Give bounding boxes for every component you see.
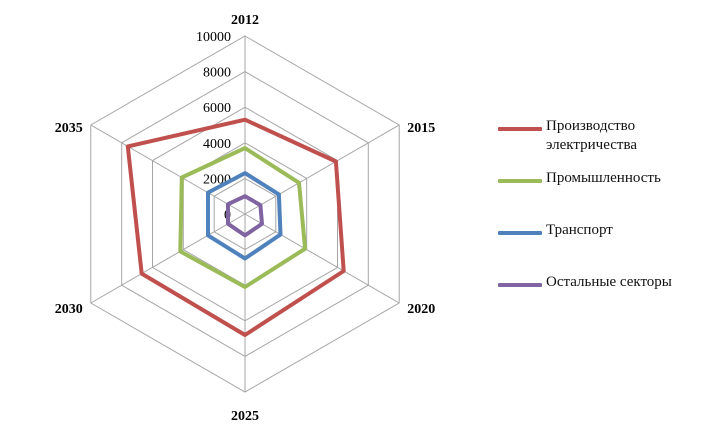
legend-swatch-industry [498, 179, 542, 183]
series-line [226, 194, 264, 238]
legend-swatch-transport [498, 231, 542, 235]
series-line [178, 146, 308, 289]
grid-spoke [244, 124, 400, 215]
legend-item-other: Остальные секторы [498, 268, 708, 320]
legend-item-industry: Промышленность [498, 164, 708, 216]
legend-label-transport: Транспорт [546, 222, 613, 238]
tick-label: 6000 [203, 101, 231, 116]
series-lines [125, 117, 346, 337]
legend-label-other: Остальные секторы [546, 274, 672, 290]
legend-item-electricity: Производство электричества [498, 112, 708, 164]
category-label: 2015 [407, 121, 435, 136]
legend-swatch-electricity [498, 127, 542, 131]
category-labels: 2012 2015 2020 2025 2030 2035 [55, 13, 435, 424]
legend: Производство электричества Промышленност… [498, 112, 708, 320]
tick-label: 10000 [196, 30, 231, 45]
tick-label: 2000 [203, 172, 231, 187]
grid-spoke [90, 124, 246, 215]
tick-label: 4000 [203, 137, 231, 152]
legend-label-industry: Промышленность [546, 170, 661, 186]
category-label: 2025 [231, 409, 259, 424]
category-label: 2035 [55, 121, 83, 136]
legend-swatch-other [498, 283, 542, 287]
series-line [125, 117, 346, 337]
legend-label-electricity: Производство электричества [546, 118, 637, 153]
category-label: 2012 [231, 13, 259, 28]
tick-label: 8000 [203, 66, 231, 81]
grid-spoke [90, 213, 246, 304]
grid-spoke [244, 213, 400, 304]
legend-item-transport: Транспорт [498, 216, 708, 268]
category-label: 2030 [55, 302, 83, 317]
series-line [206, 171, 283, 261]
category-label: 2020 [407, 302, 435, 317]
